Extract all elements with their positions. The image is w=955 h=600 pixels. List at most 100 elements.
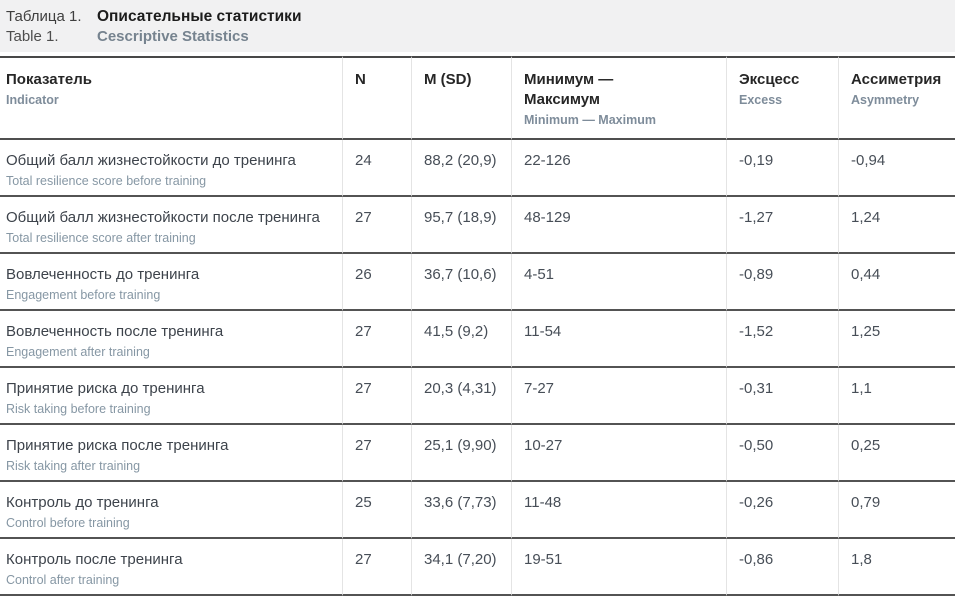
m-sd-cell: 34,1 (7,20) <box>412 539 512 596</box>
n-value: 26 <box>355 266 372 283</box>
indicator-cell: Общий балл жизнестойкости до тренинга To… <box>0 140 343 197</box>
excess-value: -1,27 <box>739 209 774 226</box>
table-row: Принятие риска до тренинга Risk taking b… <box>0 368 955 425</box>
excess-value: -0,89 <box>739 266 774 283</box>
n-cell: 25 <box>343 482 412 539</box>
asymmetry-cell: -0,94 <box>839 140 955 197</box>
asymmetry-value: -0,94 <box>851 152 886 169</box>
asymmetry-cell: 0,79 <box>839 482 955 539</box>
n-value: 27 <box>355 209 372 226</box>
caption-line-ru: Таблица 1. Описательные статистики <box>6 7 955 27</box>
column-header-n: N <box>343 56 412 140</box>
n-value: 27 <box>355 551 372 568</box>
column-header-indicator: Показатель Indicator <box>0 56 343 140</box>
column-header-m-sd: M (SD) <box>412 56 512 140</box>
asymmetry-cell: 0,25 <box>839 425 955 482</box>
caption-ru-title: Описательные статистики <box>97 8 302 25</box>
n-value: 25 <box>355 494 372 511</box>
indicator-en: Total resilience score after training <box>6 231 196 245</box>
caption-ru-label: Таблица 1. <box>6 8 82 25</box>
n-cell: 27 <box>343 368 412 425</box>
m-sd-cell: 25,1 (9,90) <box>412 425 512 482</box>
column-header-asymmetry-ru: Ассиметрия <box>851 71 942 88</box>
m-sd-cell: 33,6 (7,73) <box>412 482 512 539</box>
m-sd-cell: 20,3 (4,31) <box>412 368 512 425</box>
m-sd-value: 95,7 (18,9) <box>424 209 497 226</box>
indicator-cell: Принятие риска до тренинга Risk taking b… <box>0 368 343 425</box>
column-header-indicator-ru: Показатель <box>6 71 93 88</box>
indicator-ru: Вовлеченность после тренинга <box>6 323 224 340</box>
indicator-cell: Общий балл жизнестойкости после тренинга… <box>0 197 343 254</box>
asymmetry-value: 0,25 <box>851 437 881 454</box>
excess-cell: -0,89 <box>727 254 839 311</box>
min-max-value: 11-48 <box>524 494 562 511</box>
indicator-cell: Вовлеченность до тренинга Engagement bef… <box>0 254 343 311</box>
m-sd-value: 41,5 (9,2) <box>424 323 489 340</box>
asymmetry-cell: 1,24 <box>839 197 955 254</box>
indicator-ru: Контроль после тренинга <box>6 551 183 568</box>
indicator-en: Total resilience score before training <box>6 174 207 188</box>
min-max-cell: 11-54 <box>512 311 727 368</box>
n-cell: 27 <box>343 197 412 254</box>
column-header-min-max-ru: Минимум — Максимум <box>524 71 614 108</box>
min-max-cell: 4-51 <box>512 254 727 311</box>
column-header-asymmetry: Ассиметрия Asymmetry <box>839 56 955 140</box>
indicator-en: Risk taking after training <box>6 459 141 473</box>
indicator-en: Risk taking before training <box>6 402 151 416</box>
table-row: Вовлеченность после тренинга Engagement … <box>0 311 955 368</box>
column-header-asymmetry-en: Asymmetry <box>851 93 920 107</box>
excess-cell: -1,27 <box>727 197 839 254</box>
column-header-excess: Эксцесс Excess <box>727 56 839 140</box>
table-row: Общий балл жизнестойкости после тренинга… <box>0 197 955 254</box>
table-row: Принятие риска после тренинга Risk takin… <box>0 425 955 482</box>
excess-cell: -0,31 <box>727 368 839 425</box>
asymmetry-value: 1,8 <box>851 551 872 568</box>
indicator-cell: Вовлеченность после тренинга Engagement … <box>0 311 343 368</box>
table-row: Общий балл жизнестойкости до тренинга To… <box>0 140 955 197</box>
min-max-value: 10-27 <box>524 437 563 454</box>
table-caption: Таблица 1. Описательные статистики Table … <box>0 0 955 52</box>
indicator-ru: Общий балл жизнестойкости после тренинга <box>6 209 320 226</box>
indicator-en: Engagement before training <box>6 288 161 302</box>
m-sd-value: 25,1 (9,90) <box>424 437 497 454</box>
indicator-ru: Вовлеченность до тренинга <box>6 266 200 283</box>
column-header-excess-en: Excess <box>739 93 783 107</box>
excess-value: -0,19 <box>739 152 774 169</box>
indicator-cell: Контроль после тренинга Control after tr… <box>0 539 343 596</box>
n-value: 27 <box>355 380 372 397</box>
min-max-value: 48-129 <box>524 209 571 226</box>
column-header-excess-ru: Эксцесс <box>739 71 800 88</box>
excess-value: -0,26 <box>739 494 774 511</box>
column-header-indicator-en: Indicator <box>6 93 59 107</box>
excess-cell: -0,50 <box>727 425 839 482</box>
asymmetry-cell: 1,25 <box>839 311 955 368</box>
indicator-en: Control after training <box>6 573 120 587</box>
min-max-value: 19-51 <box>524 551 563 568</box>
min-max-cell: 7-27 <box>512 368 727 425</box>
indicator-ru: Общий балл жизнестойкости до тренинга <box>6 152 296 169</box>
m-sd-cell: 41,5 (9,2) <box>412 311 512 368</box>
min-max-cell: 48-129 <box>512 197 727 254</box>
asymmetry-cell: 1,1 <box>839 368 955 425</box>
min-max-value: 7-27 <box>524 380 555 397</box>
asymmetry-cell: 0,44 <box>839 254 955 311</box>
m-sd-value: 88,2 (20,9) <box>424 152 497 169</box>
m-sd-cell: 88,2 (20,9) <box>412 140 512 197</box>
asymmetry-value: 0,44 <box>851 266 881 283</box>
asymmetry-value: 1,1 <box>851 380 872 397</box>
min-max-value: 4-51 <box>524 266 555 283</box>
min-max-cell: 11-48 <box>512 482 727 539</box>
indicator-en: Control before training <box>6 516 130 530</box>
min-max-cell: 10-27 <box>512 425 727 482</box>
indicator-ru: Контроль до тренинга <box>6 494 159 511</box>
excess-value: -0,50 <box>739 437 774 454</box>
m-sd-value: 33,6 (7,73) <box>424 494 497 511</box>
header-row: Показатель Indicator N M (SD) Минимум — … <box>0 56 955 140</box>
m-sd-cell: 36,7 (10,6) <box>412 254 512 311</box>
excess-cell: -0,86 <box>727 539 839 596</box>
n-value: 27 <box>355 323 372 340</box>
caption-en-label: Table 1. <box>6 28 59 45</box>
excess-cell: -1,52 <box>727 311 839 368</box>
indicator-ru: Принятие риска после тренинга <box>6 437 229 454</box>
n-cell: 26 <box>343 254 412 311</box>
